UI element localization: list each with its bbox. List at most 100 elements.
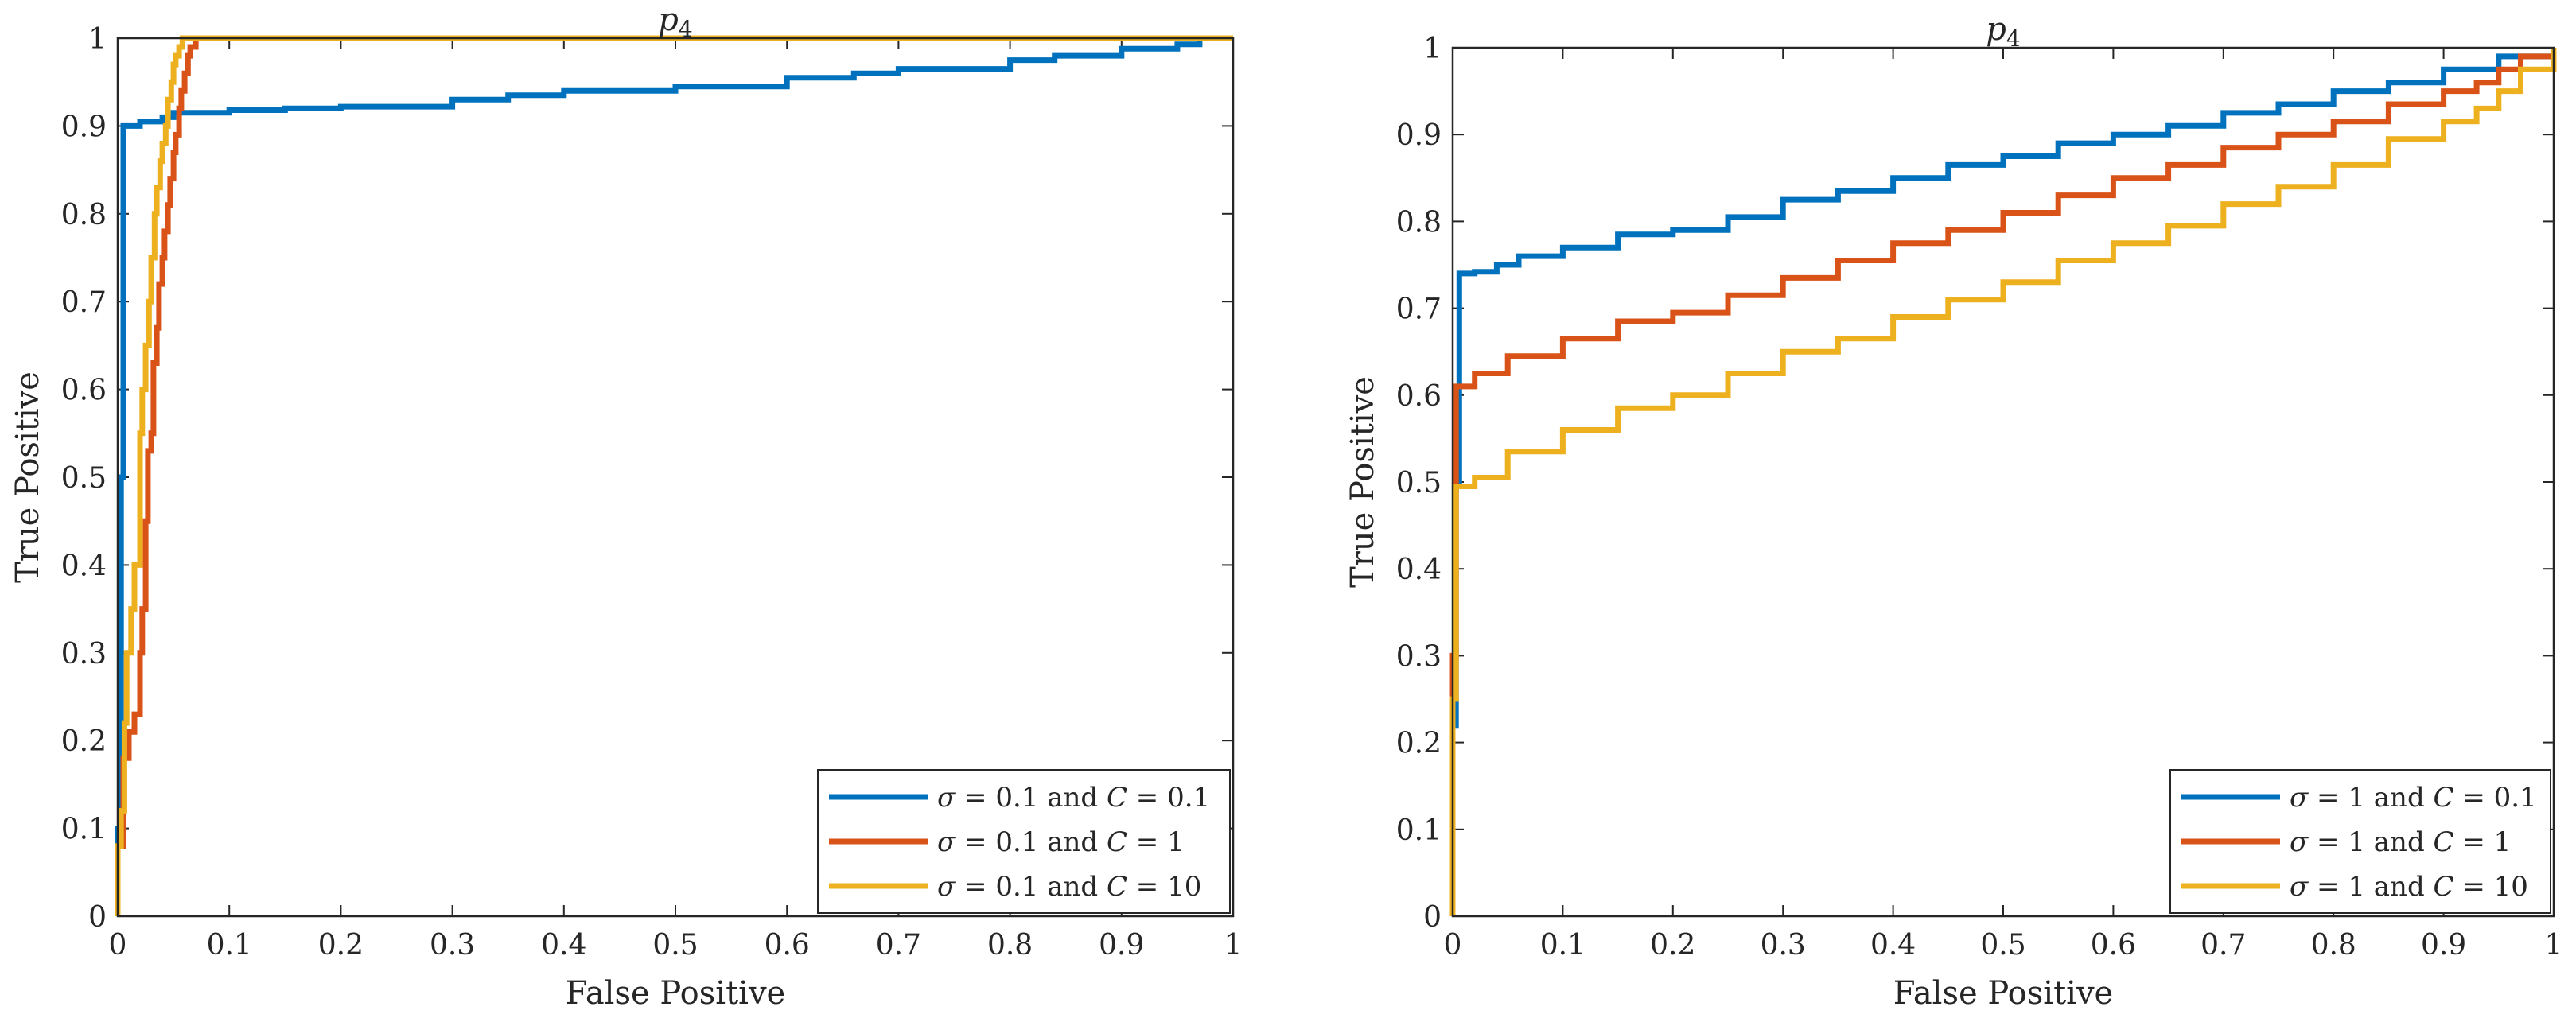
x-tick-label: 0.4 (1870, 929, 1916, 962)
y-tick-label: 0.5 (1396, 467, 1442, 499)
y-tick-label: 0.2 (1396, 728, 1442, 760)
legend-sigma-value: 0.1 (995, 782, 1038, 814)
x-tick-label: 0.2 (1650, 929, 1695, 962)
x-tick-label: 0.7 (876, 929, 921, 962)
x-tick-label: 0.3 (430, 929, 475, 962)
x-tick-label: 0.4 (541, 929, 586, 962)
legend-eq: = (955, 871, 995, 903)
legend-c-symbol: C (2434, 826, 2454, 858)
legend-entry-2: σ = 0.1 and C = 1 (937, 826, 1185, 858)
y-tick-label: 0.6 (1396, 380, 1442, 413)
legend-c-value: 10 (2494, 871, 2528, 903)
chart-right: 0 0.1 0.2 0.3 0.4 0.5 0.6 0.7 0.8 0.9 100.10.20.30… (1344, 11, 2562, 1012)
chart-title: p4 (658, 2, 692, 42)
chart-title-subscript: 4 (679, 16, 693, 42)
y-tick-label: 0.7 (61, 286, 107, 319)
chart-title-main: p (1986, 11, 2006, 48)
y-axis-label: True Positive (1344, 376, 1381, 588)
legend-sigma-value: 1 (2348, 782, 2365, 814)
x-tick-label: 0.1 (207, 929, 252, 962)
x-tick-label: 0.5 (1980, 929, 2025, 962)
x-tick-label: 0 (1444, 929, 1462, 962)
legend-and: and (2365, 826, 2434, 858)
x-tick-label: 0.7 (2200, 929, 2246, 962)
series-line-3 (115, 35, 1233, 916)
y-tick-label: 0.4 (1396, 554, 1442, 586)
legend-c-value: 0.1 (1167, 782, 1210, 814)
y-tick-label: 0.1 (61, 814, 107, 846)
legend-c-symbol: C (2434, 782, 2454, 814)
y-tick-label: 1 (88, 23, 107, 56)
legend-sigma-symbol: σ (2290, 871, 2309, 903)
y-tick-label: 0.8 (1396, 206, 1442, 239)
y-tick-label: 0.2 (61, 725, 107, 758)
legend-sigma-symbol: σ (937, 782, 956, 814)
legend-entry-3: σ = 0.1 and C = 10 (937, 871, 1201, 903)
series-line-2 (1449, 48, 2557, 916)
legend-eq: = (955, 782, 995, 814)
legend-sigma-value: 0.1 (995, 826, 1038, 858)
legend-sigma-symbol: σ (2290, 826, 2309, 858)
legend-and: and (1038, 826, 1107, 858)
legend-eq: = (955, 826, 995, 858)
series-line-2 (115, 35, 1233, 916)
y-tick-label: 0.8 (61, 199, 107, 231)
series-line-3 (1449, 48, 2557, 916)
y-tick-label: 1 (1423, 33, 1442, 65)
y-tick-label: 0.4 (61, 550, 107, 582)
x-tick-label: 0.5 (652, 929, 698, 962)
x-tick-label: 0.9 (1099, 929, 1144, 962)
y-tick-label: 0.6 (61, 375, 107, 407)
x-tick-label: 1 (2545, 929, 2563, 962)
chart-title: p4 (1986, 11, 2020, 52)
legend-c-symbol: C (1107, 782, 1127, 814)
legend-sigma-value: 0.1 (995, 871, 1038, 903)
axes-box (116, 37, 1235, 918)
legend-eq: = (1127, 782, 1167, 814)
legend-c-value: 1 (1167, 826, 1185, 858)
x-tick-label: 0.9 (2421, 929, 2466, 962)
legend-c-value: 10 (1167, 871, 1201, 903)
legend-and: and (1038, 782, 1107, 814)
series-line-1 (115, 35, 1233, 916)
y-tick-label: 0.9 (1396, 119, 1442, 152)
legend-entry-1: σ = 0.1 and C = 0.1 (937, 782, 1210, 814)
legend-and: and (1038, 871, 1107, 903)
x-tick-label: 0.8 (987, 929, 1033, 962)
y-tick-label: 0.1 (1396, 814, 1442, 847)
y-tick-label: 0.3 (1396, 640, 1442, 673)
legend-eq: = (1127, 871, 1167, 903)
y-tick-label: 0.9 (61, 111, 107, 143)
legend: σ = 0.1 and C = 0.1σ = 0.1 and C = 1σ = … (817, 769, 1231, 914)
x-tick-label: 0.3 (1761, 929, 1806, 962)
legend-c-symbol: C (1107, 826, 1127, 858)
y-axis-label: True Positive (10, 371, 46, 583)
chart-left: 0 0.1 0.2 0.3 0.4 0.5 0.6 0.7 0.8 0.9 10 0.1 0.2 0.3 0… (10, 2, 1242, 1012)
legend-entry-2: σ = 1 and C = 1 (2290, 826, 2511, 858)
chart-title-main: p (658, 2, 679, 38)
x-tick-label: 0 (109, 929, 127, 962)
y-tick-label: 0.7 (1396, 293, 1442, 326)
legend-eq: = (2454, 871, 2494, 903)
series-line-1 (1449, 48, 2557, 916)
legend-sigma-symbol: σ (937, 871, 956, 903)
legend-entry-3: σ = 1 and C = 10 (2290, 871, 2528, 903)
chart-title-subscript: 4 (2006, 25, 2021, 52)
legend-eq: = (2454, 826, 2494, 858)
x-axis-label: False Positive (566, 975, 785, 1012)
legend-eq: = (2454, 782, 2494, 814)
y-tick-label: 0.3 (61, 638, 107, 670)
x-tick-label: 0.1 (1540, 929, 1586, 962)
legend-c-symbol: C (2434, 871, 2454, 903)
x-tick-label: 0.2 (318, 929, 364, 962)
legend-c-value: 0.1 (2494, 782, 2537, 814)
x-tick-label: 0.8 (2311, 929, 2356, 962)
legend-and: and (2365, 871, 2434, 903)
y-tick-label: 0 (1423, 901, 1442, 934)
legend-c-symbol: C (1107, 871, 1127, 903)
axes-box (1451, 46, 2555, 918)
x-tick-label: 0.6 (2091, 929, 2136, 962)
legend-eq: = (2308, 826, 2348, 858)
legend-sigma-value: 1 (2348, 871, 2365, 903)
